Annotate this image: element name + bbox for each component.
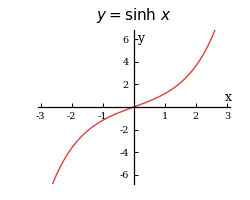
Text: x: x xyxy=(225,91,232,104)
Text: y: y xyxy=(138,32,144,45)
Title: $y = \sinh\, x$: $y = \sinh\, x$ xyxy=(96,6,172,25)
